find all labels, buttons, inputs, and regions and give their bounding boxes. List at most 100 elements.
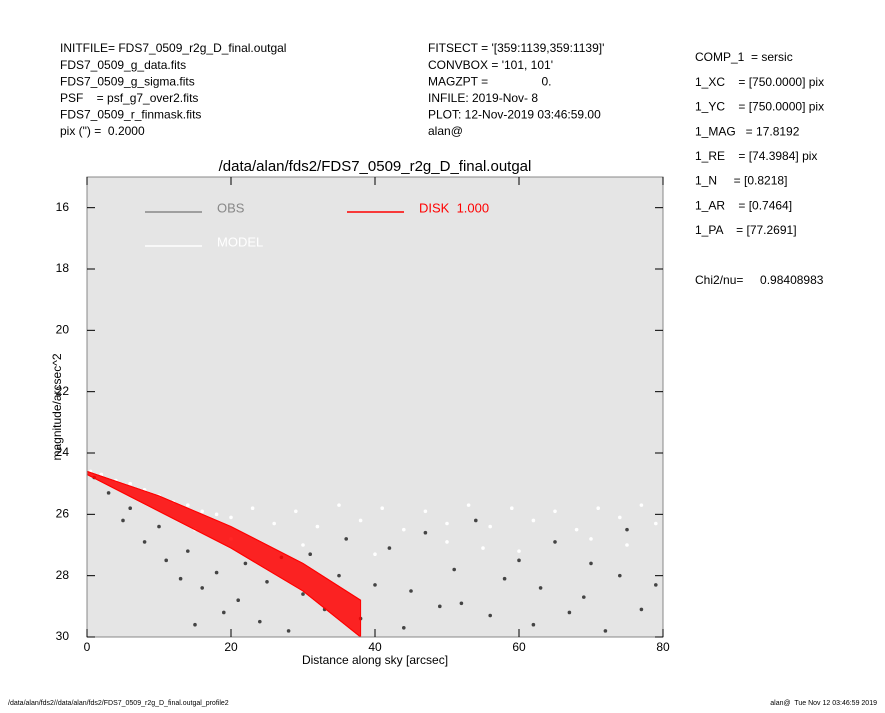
- x-axis-label: Distance along sky [arcsec]: [302, 653, 448, 667]
- data-point: [258, 619, 262, 624]
- data-point: [157, 524, 161, 529]
- data-point: [286, 629, 291, 633]
- y-tick-label: 18: [56, 261, 70, 275]
- plot-area: [87, 177, 663, 637]
- data-point: [654, 521, 658, 526]
- info-line: FDS7_0509_g_data.fits: [60, 58, 186, 72]
- data-point: [625, 527, 629, 532]
- info-line: MAGZPT = 0.: [428, 74, 551, 88]
- data-point: [387, 546, 392, 550]
- data-point: [639, 607, 644, 612]
- footer-date: alan@ Tue Nov 12 03:46:59 2019: [770, 700, 877, 707]
- info-line: FITSECT = '[359:1139,359:1139]': [428, 41, 604, 55]
- data-point: [538, 586, 543, 590]
- legend-label: DISK 1.000: [419, 200, 489, 215]
- disk-edge: [87, 474, 361, 637]
- x-tick-label: 0: [84, 640, 91, 654]
- data-point: [510, 506, 514, 511]
- info-line: pix (") = 0.2000: [60, 124, 145, 138]
- data-point: [409, 589, 413, 593]
- param-line: 1_RE = [74.3984] pix: [695, 149, 817, 163]
- data-point: [567, 610, 572, 615]
- footer-path: /data/alan/fds2//data/alan/fds2/FDS7_050…: [8, 700, 229, 707]
- data-point: [553, 509, 557, 514]
- data-point: [502, 576, 507, 581]
- param-line: 1_PA = [77.2691]: [695, 223, 797, 237]
- data-point: [294, 509, 298, 514]
- data-point: [517, 558, 521, 563]
- data-point: [186, 549, 190, 553]
- data-point: [380, 506, 385, 511]
- info-line: PSF = psf_g7_over2.fits: [60, 91, 198, 105]
- data-point: [315, 524, 320, 529]
- data-point: [214, 570, 219, 575]
- x-tick-label: 40: [368, 640, 382, 654]
- data-point: [229, 515, 233, 520]
- data-point: [178, 576, 183, 581]
- data-point: [423, 509, 428, 514]
- data-point: [200, 509, 204, 514]
- data-point: [128, 481, 132, 486]
- info-line: alan@: [428, 124, 463, 138]
- data-point: [308, 552, 313, 556]
- data-point: [243, 561, 248, 566]
- data-point: [488, 524, 493, 529]
- legend-label: OBS: [217, 200, 245, 215]
- y-axis-label: magnitude/arcsec^2: [50, 353, 64, 460]
- data-point: [459, 601, 464, 606]
- data-point: [250, 506, 255, 511]
- data-point: [452, 567, 457, 572]
- data-point: [445, 521, 449, 526]
- info-line: CONVBOX = '101, 101': [428, 58, 553, 72]
- data-point: [423, 530, 428, 535]
- data-point: [128, 506, 132, 511]
- data-point: [474, 518, 478, 523]
- data-point: [358, 518, 363, 523]
- chart-title: /data/alan/fds2/FDS7_0509_r2g_D_final.ou…: [219, 158, 532, 175]
- data-point: [553, 540, 557, 544]
- data-point: [438, 604, 442, 609]
- data-point: [639, 503, 644, 507]
- info-line: INITFILE= FDS7_0509_r2g_D_final.outgal: [60, 41, 286, 55]
- chi-square: Chi2/nu= 0.98408983: [695, 273, 824, 287]
- data-point: [142, 540, 147, 544]
- data-point: [402, 626, 406, 630]
- param-line: 1_XC = [750.0000] pix: [695, 75, 824, 89]
- data-point: [193, 622, 197, 627]
- param-line: 1_AR = [0.7464]: [695, 198, 792, 212]
- data-point: [222, 610, 226, 615]
- param-line: COMP_1 = sersic: [695, 50, 793, 64]
- data-point: [214, 512, 219, 517]
- data-point: [373, 552, 377, 556]
- data-point: [618, 573, 622, 578]
- data-point: [517, 549, 521, 553]
- data-point: [488, 613, 493, 618]
- data-point: [164, 558, 168, 563]
- data-point: [337, 573, 341, 578]
- data-point: [531, 622, 536, 627]
- data-point: [344, 537, 349, 541]
- data-point: [301, 592, 305, 596]
- data-point: [301, 543, 305, 547]
- plot-content: [87, 469, 658, 637]
- data-point: [106, 491, 111, 495]
- y-tick-label: 30: [56, 629, 70, 643]
- data-point: [582, 595, 586, 599]
- info-line: INFILE: 2019-Nov- 8: [428, 91, 538, 105]
- data-point: [466, 503, 471, 507]
- y-tick-label: 20: [56, 323, 70, 337]
- data-point: [481, 546, 485, 550]
- data-point: [654, 583, 658, 587]
- data-point: [402, 527, 406, 532]
- data-point: [618, 515, 622, 520]
- param-line: 1_YC = [750.0000] pix: [695, 100, 824, 114]
- y-tick-label: 24: [56, 445, 70, 459]
- data-point: [265, 580, 269, 584]
- y-tick-label: 22: [56, 384, 70, 398]
- data-point: [589, 537, 593, 541]
- y-tick-label: 26: [56, 507, 70, 521]
- x-tick-label: 60: [512, 640, 526, 654]
- data-point: [373, 583, 377, 587]
- data-point: [574, 527, 579, 532]
